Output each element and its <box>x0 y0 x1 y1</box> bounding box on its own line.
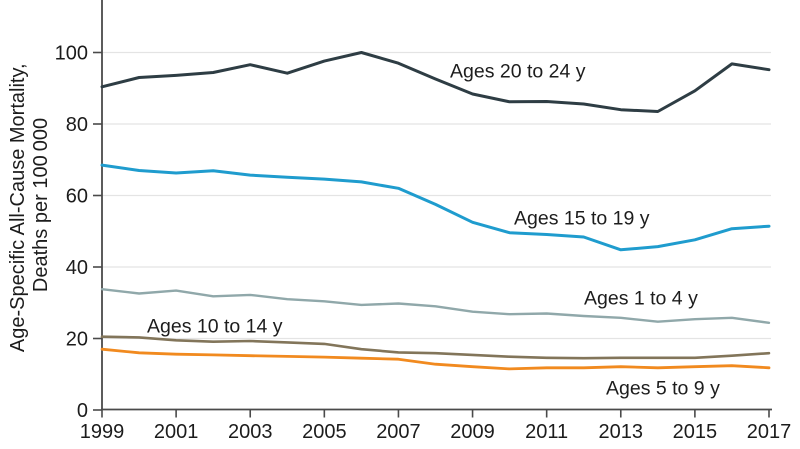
series-line-ages-1-to-4-y <box>100 288 771 324</box>
x-tick-label-2015: 2015 <box>673 421 718 443</box>
series-label-ages-10-14: Ages 10 to 14 y <box>147 316 283 338</box>
x-tick-label-2013: 2013 <box>599 421 644 443</box>
x-tick-label-2009: 2009 <box>450 421 495 443</box>
gridlines <box>102 51 771 340</box>
x-tick-label-1999: 1999 <box>80 421 125 443</box>
series-line-ages-15-to-19-y <box>100 163 771 252</box>
series-line-ages-5-to-9-y <box>100 347 771 371</box>
series-line-ages-20-to-24-y <box>100 51 771 113</box>
y-axis-title: Age-Specific All-Cause Mortality, Deaths… <box>7 58 52 352</box>
series-label-ages-15-19: Ages 15 to 19 y <box>514 208 650 230</box>
y-tick-label-40: 40 <box>66 257 88 279</box>
y-axis-title-line1: Age-Specific All-Cause Mortality, <box>7 63 29 352</box>
x-tick-label-2005: 2005 <box>302 421 347 443</box>
series-line-ages-10-to-14-y <box>100 335 771 360</box>
x-tick-label-2017: 2017 <box>747 421 792 443</box>
x-tick-label-2007: 2007 <box>376 421 421 443</box>
y-tick-label-0: 0 <box>77 400 88 422</box>
series-label-ages-20-24: Ages 20 to 24 y <box>450 61 586 83</box>
series-lines <box>100 51 771 371</box>
y-axis-title-line2: Deaths per 100 000 <box>30 118 52 292</box>
axes <box>93 0 772 418</box>
y-tick-label-100: 100 <box>55 43 88 65</box>
y-tick-label-20: 20 <box>66 329 88 351</box>
tick-labels: 0 20 40 60 80 100 1999 2001 2003 2005 2007 2009 2011… <box>55 43 792 444</box>
x-tick-label-2001: 2001 <box>154 421 199 443</box>
x-tick-label-2003: 2003 <box>228 421 273 443</box>
x-tick-label-2011: 2011 <box>525 421 568 443</box>
y-tick-label-60: 60 <box>66 186 88 208</box>
series-label-ages-5-9: Ages 5 to 9 y <box>606 378 720 400</box>
y-tick-label-80: 80 <box>66 114 88 136</box>
series-label-ages-1-4: Ages 1 to 4 y <box>584 288 698 310</box>
